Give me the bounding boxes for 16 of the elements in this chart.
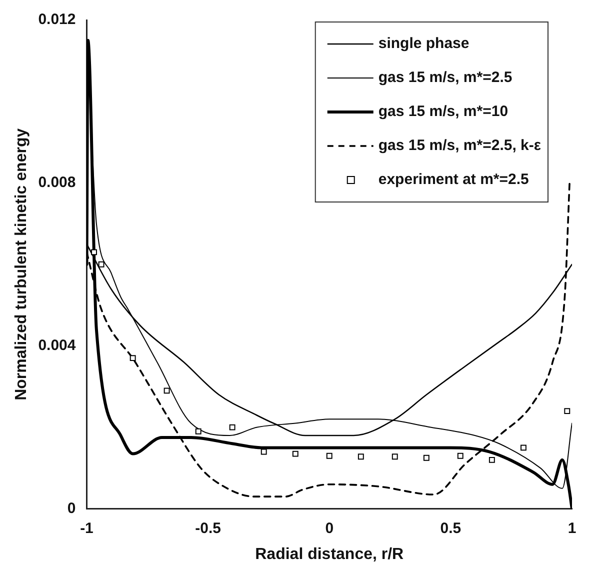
y-tick-label: 0.004 bbox=[38, 337, 76, 354]
y-tick-label: 0.008 bbox=[38, 174, 76, 192]
x-tick-label: -1 bbox=[80, 520, 94, 537]
legend-label: experiment at m*=2.5 bbox=[378, 171, 529, 188]
x-tick-label: -0.5 bbox=[195, 520, 221, 537]
x-tick-label: 1 bbox=[568, 520, 576, 537]
legend-label: single phase bbox=[378, 35, 470, 52]
y-axis-title: Normalized turbulent kinetic energy bbox=[13, 128, 30, 400]
x-tick-label: 0.5 bbox=[440, 520, 462, 537]
legend-label: gas 15 m/s, m*=2.5 bbox=[378, 69, 512, 86]
y-tick-label: 0.012 bbox=[38, 11, 76, 28]
legend-label: gas 15 m/s, m*=2.5, k-ε bbox=[378, 137, 542, 154]
x-tick-label: 0 bbox=[325, 520, 334, 537]
legend-label: gas 15 m/s, m*=10 bbox=[378, 103, 508, 120]
y-tick-label: 0 bbox=[67, 500, 76, 517]
x-axis-title: Radial distance, r/R bbox=[255, 546, 404, 563]
